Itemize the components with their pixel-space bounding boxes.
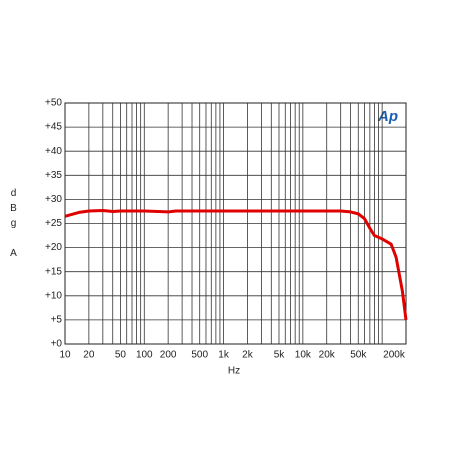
x-tick-label: 5k (274, 350, 286, 361)
x-axis-label: Hz (228, 366, 240, 377)
x-tick-label: 50k (350, 350, 367, 361)
y-tick-label: +0 (51, 339, 63, 350)
x-tick-label: 500 (191, 350, 208, 361)
x-tick-label: 20k (319, 350, 336, 361)
x-tick-label: 2k (242, 350, 254, 361)
y-tick-label: +5 (51, 315, 63, 326)
x-tick-label: 100 (136, 350, 153, 361)
x-tick-label: 1k (218, 350, 230, 361)
y-tick-label: +40 (45, 146, 62, 157)
y-tick-label: +50 (45, 98, 62, 109)
y-tick-label: +25 (45, 218, 62, 229)
y-axis-label: dBg A (8, 188, 19, 263)
x-tick-label: 10k (295, 350, 312, 361)
y-tick-label: +30 (45, 194, 62, 205)
response-line (64, 208, 408, 321)
x-tick-label: 200 (160, 350, 177, 361)
y-tick-label: +20 (45, 242, 62, 253)
y-tick-label: +10 (45, 290, 62, 301)
y-tick-label: +15 (45, 266, 62, 277)
x-tick-label: 200k (383, 350, 406, 361)
x-tick-label: 50 (115, 350, 127, 361)
plot-frame (64, 102, 407, 345)
x-tick-label: 10 (59, 350, 71, 361)
y-tick-label: +45 (45, 122, 62, 133)
y-tick-label: +35 (45, 170, 62, 181)
x-tick-label: 20 (83, 350, 95, 361)
logo: Ap (377, 108, 398, 125)
